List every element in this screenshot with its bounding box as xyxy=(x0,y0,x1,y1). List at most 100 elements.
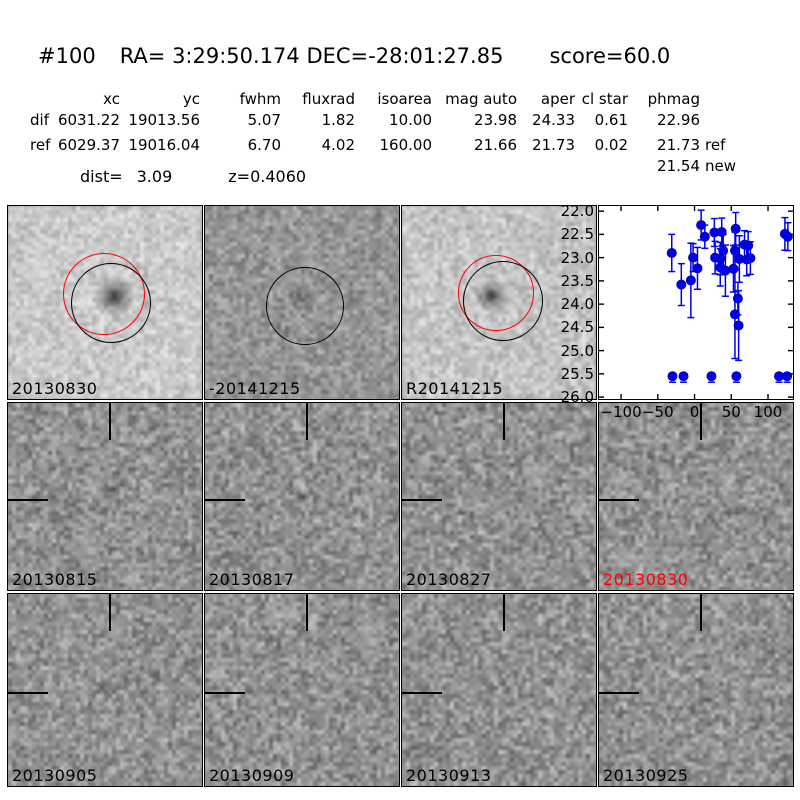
ref-phmag-suffix: ref xyxy=(705,136,726,154)
dist-value: 3.09 xyxy=(136,167,173,186)
y-tick-label: 26.0 xyxy=(560,388,594,407)
dif-yc: 19013.56 xyxy=(128,111,200,129)
cutout-label: 20130827 xyxy=(406,570,492,589)
cutout-label: 20130830 xyxy=(603,570,689,589)
column-header-yc: yc xyxy=(182,90,200,108)
candidate-score: score=60.0 xyxy=(549,44,671,68)
redshift-value: 0.4060 xyxy=(250,167,307,186)
ref-fwhm: 6.70 xyxy=(247,136,281,154)
y-tick-label: 25.0 xyxy=(560,341,594,360)
ref-phmag: 21.73 xyxy=(657,136,700,154)
cutout-label: 20130909 xyxy=(209,766,295,785)
cutout-epoch-20130817: 20130817 xyxy=(204,402,400,591)
cutout-epoch-20130827: 20130827 xyxy=(401,402,597,591)
cutout-epoch-20130830: 20130830 xyxy=(598,402,794,591)
column-header-mag-auto: mag auto xyxy=(445,90,517,108)
cutout-image xyxy=(8,403,202,590)
y-tick-label: 22.5 xyxy=(560,225,594,244)
x-tick-label: 50 xyxy=(721,403,741,421)
cutout-image xyxy=(8,594,202,786)
target-marker-top-icon xyxy=(700,594,702,631)
target-marker-left-icon xyxy=(8,692,48,694)
target-marker-left-icon xyxy=(402,499,442,501)
target-marker-top-icon xyxy=(306,594,308,631)
cutout-dif-20141215: -20141215 xyxy=(204,205,400,400)
column-header-isoarea: isoarea xyxy=(377,90,432,108)
y-tick-label: 22.0 xyxy=(560,202,594,221)
cutout-epoch-20130913: 20130913 xyxy=(401,593,597,787)
photometry-table-header: xc yc fwhm fluxrad isoarea mag auto aper… xyxy=(28,90,744,109)
cutout-image xyxy=(599,403,793,590)
cutout-ref-20141215: R20141215 xyxy=(401,205,597,400)
x-tick-label: 100 xyxy=(753,403,783,421)
target-marker-left-icon xyxy=(599,692,639,694)
column-header-fwhm: fwhm xyxy=(239,90,281,108)
cutout-epoch-20130905: 20130905 xyxy=(7,593,203,787)
target-marker-left-icon xyxy=(205,499,245,501)
ref-xc: 6029.37 xyxy=(57,136,120,154)
aperture-circle-black xyxy=(71,263,151,343)
y-tick-label: 24.5 xyxy=(560,318,594,337)
lightcurve-plot xyxy=(598,205,794,400)
x-tick-label: −100 xyxy=(600,403,642,421)
dif-phmag-suffix xyxy=(700,111,744,130)
ref-yc: 19016.04 xyxy=(128,136,200,154)
column-header-cl-star: cl star xyxy=(581,90,628,108)
new-phmag-value: 21.54 xyxy=(657,157,700,175)
dist-redshift-line: dist= 3.09 z=0.4060 xyxy=(80,167,306,186)
dif-cl-star: 0.61 xyxy=(594,111,628,129)
cutout-label: R20141215 xyxy=(406,379,504,398)
dist-label: dist= xyxy=(80,167,123,186)
y-tick-label: 24.0 xyxy=(560,295,594,314)
candidate-id: #100 xyxy=(38,44,96,68)
ref-cl-star: 0.02 xyxy=(594,136,628,154)
table-row-ref: ref 6029.37 19016.04 6.70 4.02 160.00 21… xyxy=(28,136,744,155)
cutout-image xyxy=(402,594,596,786)
new-phmag-suffix: new xyxy=(705,157,737,175)
aperture-circle-black xyxy=(463,261,543,341)
row-label-ref: ref xyxy=(30,136,51,154)
cutout-label: -20141215 xyxy=(209,379,301,398)
cutout-epoch-20130815: 20130815 xyxy=(7,402,203,591)
column-header-phmag: phmag xyxy=(647,90,700,108)
ref-mag-auto: 21.66 xyxy=(474,136,517,154)
dif-phmag: 22.96 xyxy=(657,111,700,129)
column-header-aper: aper xyxy=(540,90,575,108)
cutout-image xyxy=(205,403,399,590)
cutout-label: 20130830 xyxy=(12,379,98,398)
target-marker-left-icon xyxy=(8,499,48,501)
target-marker-top-icon xyxy=(109,594,111,631)
target-marker-left-icon xyxy=(599,499,639,501)
cutout-label: 20130925 xyxy=(603,766,689,785)
dif-isoarea: 10.00 xyxy=(389,111,432,129)
ref-aper: 21.73 xyxy=(532,136,575,154)
lightcurve-canvas xyxy=(599,206,793,399)
target-marker-top-icon xyxy=(109,403,111,440)
column-header-xc: xc xyxy=(103,90,120,108)
table-row-dif: dif 6031.22 19013.56 5.07 1.82 10.00 23.… xyxy=(28,111,744,130)
target-marker-top-icon xyxy=(503,403,505,440)
y-tick-label: 25.5 xyxy=(560,364,594,383)
x-tick-label: 0 xyxy=(689,403,700,421)
cutout-epoch-20130909: 20130909 xyxy=(204,593,400,787)
dif-xc: 6031.22 xyxy=(57,111,120,129)
page-title: #100 RA= 3:29:50.174 DEC=-28:01:27.85 scor… xyxy=(38,44,670,68)
target-marker-top-icon xyxy=(700,403,702,440)
cutout-label: 20130817 xyxy=(209,570,295,589)
redshift-label: z= xyxy=(228,167,251,186)
cutout-epoch-20130925: 20130925 xyxy=(598,593,794,787)
target-marker-left-icon xyxy=(402,692,442,694)
y-tick-label: 23.0 xyxy=(560,248,594,267)
cutout-label: 20130905 xyxy=(12,766,98,785)
cutout-label: 20130815 xyxy=(12,570,98,589)
target-marker-top-icon xyxy=(306,403,308,440)
target-marker-left-icon xyxy=(205,692,245,694)
y-tick-label: 23.5 xyxy=(560,271,594,290)
ref-isoarea: 160.00 xyxy=(379,136,433,154)
x-tick-label: −50 xyxy=(641,403,674,421)
aperture-circle-black xyxy=(266,267,344,345)
candidate-coordinates: RA= 3:29:50.174 DEC=-28:01:27.85 xyxy=(119,44,504,68)
cutout-new-20130830: 20130830 xyxy=(7,205,203,400)
column-header-fluxrad: fluxrad xyxy=(302,90,355,108)
target-marker-top-icon xyxy=(503,594,505,631)
